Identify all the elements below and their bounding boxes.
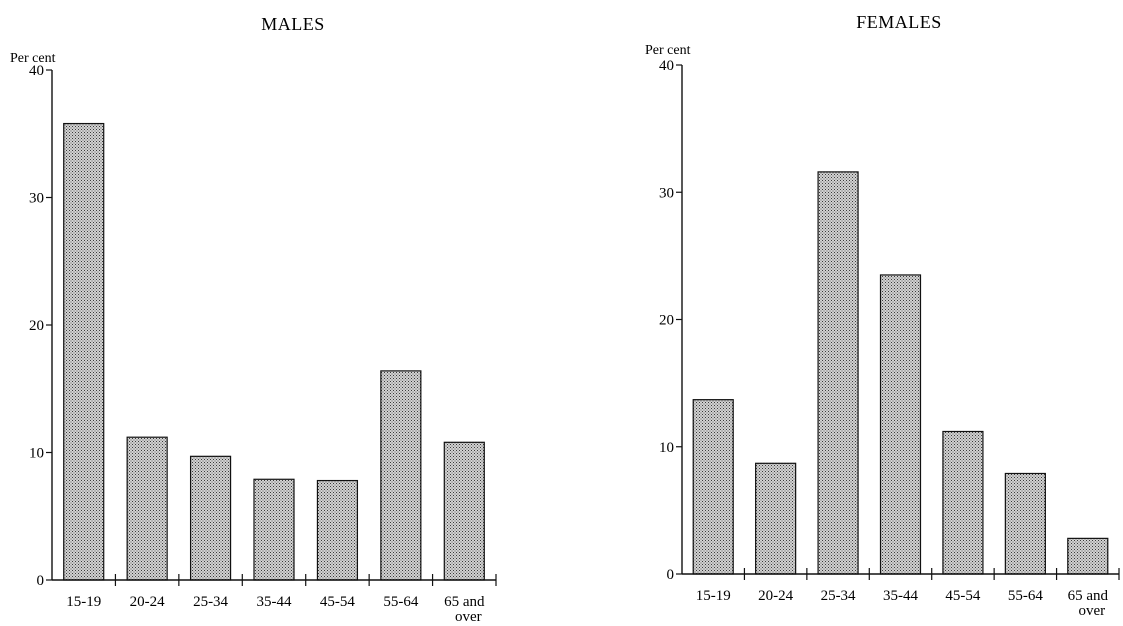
x-tick-label: 45-54	[945, 588, 980, 604]
bar	[755, 462, 797, 575]
bar	[1004, 472, 1046, 575]
bar	[817, 171, 859, 575]
x-tick-label: 55-64	[1008, 588, 1043, 604]
y-axis-label: Per cent	[645, 43, 691, 58]
chart-title: MALES	[261, 14, 325, 34]
bars	[63, 122, 485, 581]
y-axis-ticks: 0 10 20 30 40	[659, 58, 683, 583]
y-tick-label: 10	[659, 440, 674, 456]
y-axis-ticks: 0 10 20 30 40	[29, 63, 53, 589]
females-chart: FEMALES Per cent 0 10 20 30 40 15-19 20-24 25-…	[645, 12, 1120, 619]
y-tick-label: 40	[29, 63, 44, 79]
x-tick-label: 35-44	[257, 594, 292, 610]
x-tick-label: 15-19	[696, 588, 731, 604]
chart-title: FEMALES	[856, 12, 942, 32]
x-tick-label: 65 and over	[444, 594, 485, 625]
males-chart: MALES Per cent 0 10 20 30 40 15-19 20-24 25-34…	[10, 14, 497, 625]
bar	[63, 122, 105, 581]
x-axis: 15-19 20-24 25-34 35-44 45-54 55-64 65 and over	[52, 574, 497, 625]
bar	[126, 436, 168, 581]
y-tick-label: 20	[659, 313, 674, 329]
y-tick-label: 20	[29, 318, 44, 334]
bar	[189, 455, 232, 581]
bar	[380, 370, 422, 581]
y-tick-label: 30	[659, 185, 674, 201]
x-tick-label: 20-24	[130, 594, 165, 610]
bars	[692, 171, 1109, 575]
bar	[942, 430, 984, 575]
y-tick-label: 40	[659, 58, 674, 74]
x-tick-label: 45-54	[320, 594, 355, 610]
y-tick-label: 0	[37, 573, 45, 589]
y-tick-label: 0	[667, 567, 675, 583]
y-tick-label: 10	[29, 446, 44, 462]
x-axis: 15-19 20-24 25-34 35-44 45-54 55-64 65 and over	[682, 568, 1120, 619]
bar	[1067, 537, 1109, 575]
bar	[692, 399, 734, 575]
x-tick-label: 25-34	[193, 594, 228, 610]
bar	[879, 274, 922, 575]
x-tick-label: 55-64	[383, 594, 418, 610]
y-tick-label: 30	[29, 191, 44, 207]
x-tick-label: 65 and over	[1068, 588, 1109, 619]
x-tick-label: 15-19	[66, 594, 101, 610]
x-tick-label: 25-34	[821, 588, 856, 604]
bar	[253, 478, 295, 581]
bar	[443, 441, 485, 581]
y-axis-label: Per cent	[10, 51, 56, 66]
x-tick-label: 20-24	[758, 588, 793, 604]
x-tick-label: 35-44	[883, 588, 918, 604]
bar	[316, 479, 359, 581]
